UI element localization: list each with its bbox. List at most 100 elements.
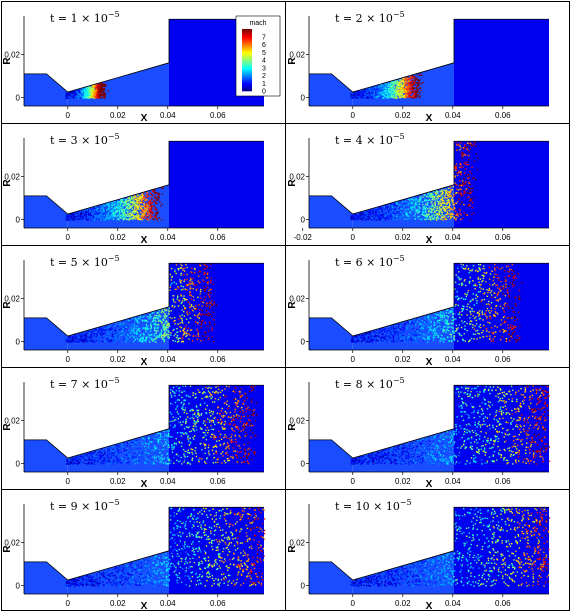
x-tick-label: 0.06 [210, 355, 226, 364]
y-tick-label: 0.02 [289, 51, 305, 60]
nozzle-wall [24, 140, 264, 215]
legend-color-step [242, 52, 252, 55]
y-tick-label: 0.02 [289, 295, 305, 304]
plume-region [454, 19, 549, 106]
time-label: t = 4 × 10−5 [335, 132, 405, 147]
legend-tick-label: 6 [262, 42, 266, 49]
time-label: t = 10 × 10−5 [335, 498, 412, 513]
x-tick-label: 0.06 [495, 233, 511, 242]
x-tick-label: 0.02 [110, 111, 126, 120]
mach-field-particles [350, 507, 551, 587]
panel-4: -0.02 0 0.02 0.04 0.06 0 0.02 X Rt = 4 × 10−5 [287, 132, 549, 245]
y-tick-label: 0 [16, 215, 21, 224]
legend-color-step [242, 89, 252, 92]
x-tick-label: 0 [66, 355, 71, 364]
legend-tick-label: 7 [262, 34, 266, 41]
inlet-chamber-region [309, 561, 353, 594]
y-tick-label: 0.02 [4, 51, 20, 60]
y-axis-label: R [287, 57, 298, 65]
legend-color-step [242, 47, 252, 50]
time-label: t = 5 × 10−5 [50, 254, 120, 269]
plume-region [454, 385, 549, 472]
panel-6: 0 0.02 0.04 0.06 0 0.02 X Rt = 6 × 10−5 [287, 254, 549, 367]
legend-color-step [242, 61, 252, 64]
x-tick-label: 0.06 [210, 477, 226, 486]
x-tick-label: 0.02 [110, 355, 126, 364]
x-tick-label: 0.02 [110, 233, 126, 242]
x-axis-label: X [141, 601, 148, 611]
y-tick-label: 0.02 [4, 539, 20, 548]
x-tick-label: 0.06 [495, 111, 511, 120]
legend-color-step [242, 50, 252, 53]
plume-region [169, 141, 264, 228]
nozzle-wall [309, 506, 549, 581]
legend-color-step [242, 49, 252, 51]
x-tick-label: 0 [66, 233, 71, 242]
x-tick-label: -0.02 [294, 233, 313, 242]
inlet-chamber-region [24, 73, 68, 106]
legend-color-step [242, 72, 252, 75]
x-axis-label: X [426, 113, 433, 123]
x-tick-label: 0.04 [445, 111, 461, 120]
x-tick-label: 0.06 [210, 233, 226, 242]
x-tick-label: 0 [351, 355, 356, 364]
legend-color-step [242, 58, 252, 61]
panel-7: 0 0.02 0.04 0.06 0 0.02 X Rt = 7 × 10−5 [2, 376, 264, 489]
legend-tick-label: 2 [262, 73, 266, 80]
legend-color-step [242, 44, 252, 47]
legend-color-step [242, 60, 252, 62]
legend-color-step [242, 87, 252, 90]
mach-field-particles [350, 73, 424, 99]
mach-field-particles [350, 141, 479, 221]
y-tick-label: 0.02 [4, 173, 20, 182]
nozzle-wall [24, 506, 264, 581]
y-tick-label: 0.02 [289, 417, 305, 426]
inlet-chamber-region [24, 439, 68, 472]
y-tick-label: 0.02 [4, 295, 20, 304]
x-tick-label: 0.04 [160, 477, 176, 486]
legend-color-step [242, 66, 252, 69]
y-tick-label: 0 [16, 93, 21, 102]
nozzle-wall [309, 262, 549, 337]
legend-tick-label: 3 [262, 65, 266, 72]
plume-region [454, 141, 549, 228]
x-tick-label: 0.04 [445, 599, 461, 608]
legend-color-step [242, 75, 252, 78]
mach-field-particles [65, 187, 164, 221]
x-axis-label: X [426, 357, 433, 367]
y-tick-label: 0 [301, 337, 306, 346]
legend-color-step [242, 46, 252, 48]
x-tick-label: 0.04 [160, 233, 176, 242]
time-label: t = 6 × 10−5 [335, 254, 405, 269]
y-tick-label: 0 [16, 337, 21, 346]
x-axis-label: X [141, 357, 148, 367]
legend-color-step [242, 64, 252, 67]
mach-field-particles [350, 263, 523, 343]
legend-color-step [242, 56, 252, 59]
nozzle-wall [309, 140, 549, 215]
legend-color-step [242, 63, 252, 65]
y-axis-label: R [2, 545, 13, 553]
x-tick-label: 0 [351, 599, 356, 608]
x-tick-label: 0.06 [495, 599, 511, 608]
x-tick-label: 0.02 [395, 355, 411, 364]
x-tick-label: 0.02 [395, 477, 411, 486]
mach-field-particles [65, 385, 258, 465]
inlet-chamber-region [24, 317, 68, 350]
inlet-chamber-region [24, 195, 68, 228]
mach-field-particles [65, 82, 109, 99]
y-tick-label: 0.02 [289, 539, 305, 548]
panel-3: 0 0.02 0.04 0.06 0 0.02 X Rt = 3 × 10−5 [2, 132, 264, 245]
x-tick-label: 0 [66, 111, 71, 120]
legend-color-step [242, 42, 252, 45]
y-axis-label: R [287, 423, 298, 431]
x-tick-label: 0.02 [395, 233, 411, 242]
x-tick-label: 0.04 [160, 355, 176, 364]
x-tick-label: 0 [66, 599, 71, 608]
panel-10: 0 0.02 0.04 0.06 0 0.02 X Rt = 10 × 10−5 [287, 498, 551, 611]
time-label: t = 8 × 10−5 [335, 376, 405, 391]
time-label: t = 1 × 10−5 [50, 10, 120, 25]
legend-color-step [242, 73, 252, 76]
legend-color-step [242, 81, 252, 84]
legend-color-step [242, 77, 252, 79]
